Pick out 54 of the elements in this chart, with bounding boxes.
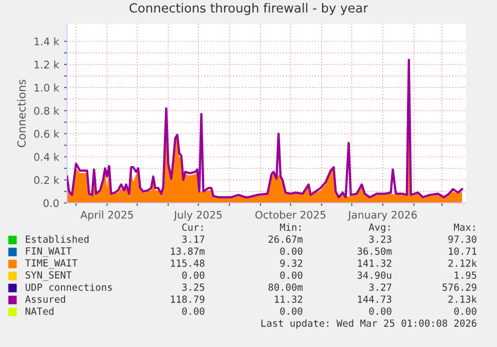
y-tick-label: 0.4 k bbox=[34, 152, 60, 161]
x-tick-label: July 2025 bbox=[174, 210, 222, 221]
y-axis-title: Connections bbox=[17, 80, 26, 148]
text: 13.87m bbox=[171, 247, 205, 255]
text: Min: bbox=[280, 223, 301, 231]
text: 97.30 bbox=[448, 235, 476, 243]
x-tick-label: October 2025 bbox=[255, 210, 326, 219]
x-tick-label: April 2025 bbox=[80, 210, 134, 221]
text: 10.71 bbox=[448, 247, 476, 255]
text: 80.00m bbox=[268, 283, 303, 291]
text: 0.00 bbox=[280, 247, 302, 255]
text: 576.29 bbox=[442, 283, 476, 291]
text: 2.12k bbox=[448, 259, 477, 267]
legend-label: UDP connections bbox=[26, 283, 112, 291]
text: 3.17 bbox=[182, 235, 204, 243]
text: 144.73 bbox=[358, 295, 392, 303]
text: 3.23 bbox=[369, 235, 392, 243]
text: Cur: bbox=[182, 223, 203, 231]
legend-label: Established bbox=[26, 235, 88, 243]
y-tick-label: 1.4 k bbox=[34, 37, 60, 46]
text: 1.95 bbox=[454, 271, 476, 279]
legend-label: TIME_WAIT bbox=[25, 259, 78, 269]
y-tick-label: 0.6 k bbox=[34, 130, 60, 138]
y-tick-label: 1.0 k bbox=[34, 84, 60, 92]
text: 0.00 bbox=[454, 307, 476, 315]
text: 0.00 bbox=[369, 307, 392, 315]
chart-title: Connections through firewall - by year bbox=[130, 2, 368, 16]
text: 3.27 bbox=[369, 283, 392, 291]
text: 11.32 bbox=[274, 295, 302, 303]
text: 0.00 bbox=[280, 307, 302, 315]
text: 26.67m bbox=[268, 235, 303, 243]
legend-label: Assured bbox=[25, 295, 66, 303]
text: 118.79 bbox=[171, 295, 204, 303]
legend-label: FIN_WAIT bbox=[26, 247, 72, 257]
text: 0.00 bbox=[182, 307, 204, 315]
text: 115.48 bbox=[171, 259, 204, 267]
y-tick-label: 0.2 k bbox=[34, 176, 60, 184]
text: 36.50m bbox=[358, 247, 392, 255]
text: Max: bbox=[454, 224, 475, 231]
text: 0.00 bbox=[280, 271, 302, 279]
text: 0.00 bbox=[182, 271, 204, 279]
text: 34.90u bbox=[358, 271, 392, 279]
y-tick-label: 1.2 k bbox=[34, 60, 60, 68]
legend-label: NATed bbox=[26, 307, 54, 315]
y-tick-label: 0.8 k bbox=[34, 106, 60, 115]
text: Last update: Wed Mar 25 01:00:08 2026 bbox=[261, 319, 476, 329]
text: Avg: bbox=[368, 224, 390, 233]
text: 9.32 bbox=[280, 259, 302, 267]
text: 2.13k bbox=[448, 295, 477, 303]
x-tick-label: January 2026 bbox=[348, 210, 417, 221]
y-tick-label: 0.0 bbox=[43, 199, 59, 208]
legend-label: SYN_SENT bbox=[26, 271, 72, 281]
text: 3.25 bbox=[182, 283, 204, 291]
text: 141.32 bbox=[358, 259, 392, 267]
